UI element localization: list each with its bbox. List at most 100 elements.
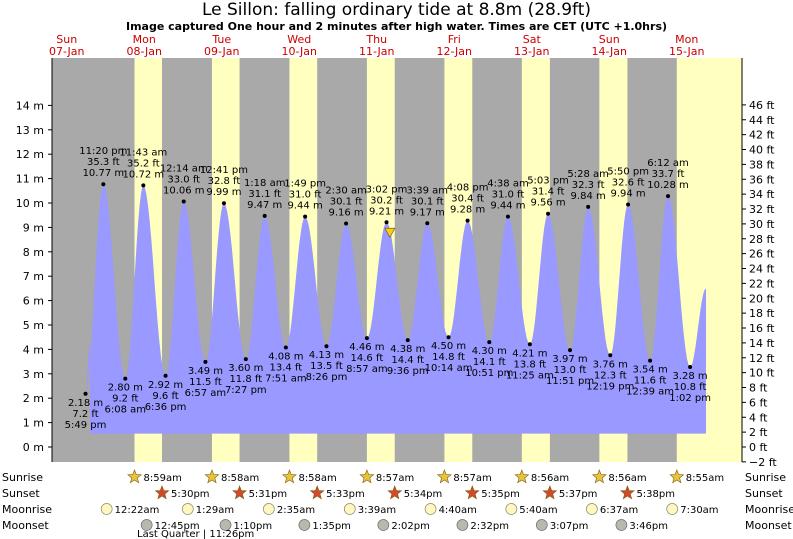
- moonset-icon: [219, 519, 232, 531]
- tide-m-label: 9.94 m: [610, 188, 645, 199]
- moonrise-icon: [262, 503, 275, 515]
- left-tick-label: 3 m: [23, 368, 44, 381]
- sunset-icon: [619, 485, 635, 500]
- tide-extreme-point: [546, 211, 551, 216]
- moonrise-time-label: 7:30am: [680, 505, 718, 516]
- sunrise-icon: [436, 469, 452, 484]
- right-tick-label: 36 ft: [749, 173, 775, 186]
- sunset-icon: [387, 485, 403, 500]
- sunrise-icon: [127, 469, 143, 484]
- tide-time-label: 3:39 am: [407, 185, 449, 196]
- day-date-label: 10-Jan: [281, 45, 317, 58]
- day-date-label: 07-Jan: [49, 45, 85, 58]
- tide-m-label: 9.17 m: [410, 207, 445, 218]
- tide-ft-label: 32.6 ft: [612, 177, 645, 188]
- tide-time-label: 10:51 pm: [465, 368, 513, 379]
- right-tick-label: 28 ft: [749, 233, 775, 246]
- tide-m-label: 3.76 m: [593, 359, 628, 370]
- tide-ft-label: 11.8 ft: [229, 374, 262, 385]
- sunrise-icon: [204, 469, 220, 484]
- chart-subtitle: Image captured One hour and 2 minutes af…: [125, 20, 668, 33]
- left-tick-label: 7 m: [23, 270, 44, 283]
- tide-time-label: 5:03 pm: [527, 176, 569, 187]
- tide-m-label: 4.30 m: [472, 346, 507, 357]
- left-tick-label: 1 m: [23, 417, 44, 430]
- tide-time-label: 11:43 am: [119, 147, 167, 158]
- day-name-label: Sun: [56, 33, 77, 46]
- tide-time-label: 8:57 am: [346, 364, 388, 375]
- tide-m-label: 4.38 m: [390, 344, 425, 355]
- sunset-icon: [309, 485, 325, 500]
- tide-m-label: 3.60 m: [228, 363, 263, 374]
- tide-m-label: 9.21 m: [369, 206, 404, 217]
- left-tick-label: 12 m: [16, 148, 44, 161]
- sunset-time-label: 5:35pm: [481, 489, 520, 500]
- day-date-label: 12-Jan: [436, 45, 472, 58]
- moonrise-time-label: 5:40am: [519, 505, 557, 516]
- tide-time-label: 3:02 pm: [366, 184, 408, 195]
- right-tick-label: 2 ft: [749, 426, 768, 439]
- tide-ft-label: 11.5 ft: [189, 377, 222, 388]
- right-tick-label: 46 ft: [749, 99, 775, 112]
- tide-ft-label: 31.0 ft: [289, 190, 322, 201]
- tide-m-label: 10.72 m: [123, 169, 165, 180]
- moonset-time-label: 1:10pm: [234, 521, 273, 532]
- sunrise-time-label: 8:56am: [531, 473, 569, 484]
- left-tick-label: 6 m: [23, 295, 44, 308]
- tide-time-label: 6:36 pm: [145, 402, 187, 413]
- right-tick-label: 38 ft: [749, 158, 775, 171]
- tide-time-label: 6:08 am: [105, 405, 147, 416]
- tide-ft-label: 13.5 ft: [310, 361, 343, 372]
- tide-ft-label: 13.0 ft: [554, 365, 587, 376]
- sunrise-icon: [669, 469, 685, 484]
- tide-ft-label: 10.8 ft: [674, 382, 707, 393]
- moonset-icon: [535, 519, 548, 531]
- tide-extreme-point: [505, 214, 510, 219]
- tide-m-label: 9.44 m: [288, 201, 323, 212]
- tide-extreme-point: [243, 357, 248, 362]
- left-tick-label: 5 m: [23, 319, 44, 332]
- sunset-icon: [464, 485, 480, 500]
- tide-ft-label: 14.6 ft: [351, 353, 384, 364]
- tide-m-label: 4.13 m: [309, 350, 344, 361]
- tide-time-label: 6:57 am: [185, 388, 227, 399]
- tide-ft-label: 12.3 ft: [594, 370, 627, 381]
- moonset-time-label: 12:45pm: [155, 521, 200, 532]
- tide-time-label: 1:49 pm: [284, 179, 326, 190]
- tide-time-label: 12:14 am: [160, 164, 208, 175]
- tide-m-label: 9.84 m: [571, 191, 606, 202]
- moonrise-time-label: 12:22am: [115, 505, 160, 516]
- day-name-label: Mon: [133, 33, 156, 46]
- tide-extreme-point: [608, 353, 613, 358]
- tide-time-label: 12:39 am: [626, 387, 674, 398]
- right-tick-label: 20 ft: [749, 292, 775, 305]
- moonset-time-label: 3:46pm: [629, 521, 668, 532]
- tide-ft-label: 33.7 ft: [652, 169, 685, 180]
- tide-time-label: 12:41 pm: [200, 165, 248, 176]
- sunset-time-label: 5:34pm: [404, 489, 443, 500]
- moonset-icon: [377, 519, 390, 531]
- left-tick-label: 14 m: [16, 99, 44, 112]
- tide-time-label: 1:18 am: [244, 178, 286, 189]
- moonrise-row-label-right: Moonrise: [745, 503, 793, 516]
- right-tick-label: 14 ft: [749, 337, 775, 350]
- tide-m-label: 10.06 m: [163, 186, 205, 197]
- day-date-label: 14-Jan: [591, 45, 627, 58]
- right-tick-label: 8 ft: [749, 382, 768, 395]
- moonset-icon: [140, 519, 153, 531]
- tide-m-label: 3.54 m: [633, 365, 668, 376]
- left-tick-label: 0 m: [23, 441, 44, 454]
- left-tick-label: 9 m: [23, 221, 44, 234]
- left-tick-label: 4 m: [23, 343, 44, 356]
- tide-ft-label: 14.1 ft: [473, 357, 506, 368]
- moonset-time-label: 3:07pm: [550, 521, 589, 532]
- right-tick-label: 10 ft: [749, 367, 775, 380]
- sunrise-icon: [591, 469, 607, 484]
- tide-m-label: 9.56 m: [530, 198, 565, 209]
- tide-time-label: 9:36 pm: [387, 366, 429, 377]
- tide-time-label: 2:30 am: [325, 185, 367, 196]
- tide-ft-label: 32.3 ft: [572, 180, 605, 191]
- moonrise-icon: [666, 503, 679, 515]
